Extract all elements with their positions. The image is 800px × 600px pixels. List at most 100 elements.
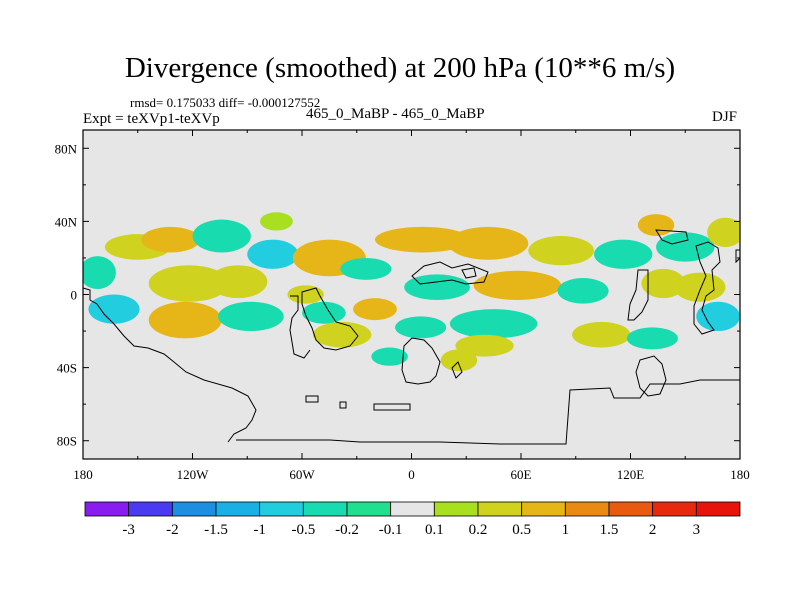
- divergence-blob-3: [141, 226, 200, 253]
- divergence-blob-7: [208, 265, 268, 299]
- divergence-blob-23: [473, 270, 562, 300]
- colorbar-label: 0.2: [469, 522, 488, 538]
- colorbar-label: -0.2: [335, 522, 359, 538]
- colorbar-label: 1.5: [600, 522, 619, 538]
- contour-fill-layer: [83, 212, 740, 372]
- divergence-blob-30: [637, 214, 675, 237]
- divergence-blob-21: [440, 349, 478, 372]
- coastline-madagascar: [451, 361, 463, 379]
- divergence-blob-5: [148, 301, 222, 339]
- divergence-blob-22: [448, 226, 529, 260]
- x-tick-label: 60W: [289, 467, 315, 482]
- divergence-blob-10: [260, 212, 293, 231]
- rmsd-label: rmsd= 0.175033 diff= -0.000127552: [130, 95, 321, 110]
- y-tick-label: 40S: [57, 361, 77, 376]
- colorbar-swatch-11: [564, 501, 610, 517]
- divergence-blob-29: [594, 239, 653, 269]
- colorbar-swatch-12: [608, 501, 654, 517]
- colorbar-label: -1: [253, 522, 266, 538]
- divergence-blob-4: [148, 265, 230, 302]
- divergence-blob-8: [218, 301, 284, 332]
- colorbar-swatch-7: [390, 501, 435, 517]
- divergence-blob-11: [287, 285, 324, 304]
- coastline-western-pacific: [735, 249, 740, 264]
- coastline-south-america: [83, 287, 257, 443]
- colorbar-swatch-2: [171, 501, 217, 517]
- colorbar-swatch-14: [695, 501, 741, 517]
- colorbar-swatch-5: [302, 501, 348, 517]
- colorbar-label: -2: [166, 522, 179, 538]
- divergence-blob-26: [528, 236, 595, 266]
- divergence-blob-12: [302, 301, 346, 324]
- colorbar-label: -1.5: [204, 522, 228, 538]
- divergence-blob-34: [674, 272, 726, 302]
- divergence-blob-6: [192, 219, 251, 253]
- divergence-blob-18: [375, 226, 470, 253]
- chart-title: Divergence (smoothed) at 200 hPa (10**6 …: [124, 52, 676, 84]
- coastline-antarctica: [236, 379, 740, 445]
- y-tick-label: 80N: [55, 141, 78, 156]
- colorbar-swatch-4: [259, 501, 304, 517]
- coastline-pacific-islands: [693, 241, 721, 335]
- coastline-layer: [83, 229, 740, 445]
- x-tick-label: 180: [730, 467, 750, 482]
- cases-label: 465_0_MaBP - 465_0_MaBP: [306, 106, 485, 122]
- colorbar-label: -3: [122, 522, 135, 538]
- divergence-blob-0: [83, 256, 116, 290]
- divergence-blob-14: [312, 321, 372, 348]
- coastline-africa: [401, 337, 441, 385]
- divergence-blob-16: [353, 298, 397, 321]
- divergence-blob-24: [449, 309, 538, 339]
- x-tick-label: 0: [408, 467, 415, 482]
- x-tick-label: 180: [73, 467, 93, 482]
- divergence-blob-25: [455, 334, 514, 357]
- coastline-europe: [411, 261, 489, 285]
- colorbar-label: 0.1: [425, 522, 444, 538]
- x-tick-label: 60E: [511, 467, 532, 482]
- colorbar-swatch-13: [652, 501, 697, 517]
- divergence-blob-36: [707, 217, 740, 247]
- colorbar: -3 -2 -1.5 -1 -0.5 -0.2 -0.1 0.1 0.2 0.5 1 1.5 2 3: [84, 501, 741, 538]
- coastline-small-island-2: [339, 401, 347, 409]
- x-tick-label: 120E: [617, 467, 645, 482]
- coastline-north-america: [301, 287, 359, 351]
- colorbar-swatch-1: [128, 501, 173, 517]
- y-tick-label: 0: [71, 288, 78, 303]
- divergence-blob-9: [247, 239, 299, 269]
- colorbar-label: 3: [693, 522, 701, 538]
- experiment-label: Expt = teXVp1-teXVp: [83, 111, 220, 127]
- divergence-blob-27: [557, 278, 609, 304]
- axis-ticks: 180 120W 60W 0 60E 120E 180 80N 40N 0 40S 80S: [55, 130, 750, 482]
- y-tick-label: 40N: [55, 214, 78, 229]
- season-label: DJF: [712, 109, 738, 125]
- colorbar-label: -0.5: [291, 522, 315, 538]
- x-tick-label: 120W: [177, 467, 210, 482]
- colorbar-swatch-8: [433, 501, 479, 517]
- coastline-small-island-3: [373, 403, 411, 411]
- divergence-blob-28: [572, 321, 631, 348]
- divergence-blob-35: [696, 301, 740, 332]
- colorbar-label: 0.5: [512, 522, 531, 538]
- colorbar-swatch-3: [215, 501, 261, 517]
- y-tick-label: 80S: [57, 434, 77, 449]
- divergence-blob-20: [395, 316, 447, 339]
- divergence-blob-17: [371, 347, 408, 366]
- colorbar-swatch-6: [346, 501, 392, 517]
- divergence-blob-32: [626, 327, 678, 350]
- coastline-australia: [635, 355, 667, 397]
- coastline-small-island-1: [305, 395, 319, 403]
- divergence-blob-15: [340, 257, 392, 280]
- coastline-japan-korea: [655, 229, 689, 245]
- coastline-central-america: [289, 295, 311, 359]
- divergence-blob-1: [88, 294, 140, 324]
- colorbar-label: 1: [562, 522, 570, 538]
- colorbar-label: -0.1: [379, 522, 403, 538]
- coastline-asia-east: [627, 269, 649, 321]
- divergence-blob-33: [656, 232, 715, 262]
- colorbar-swatch-0: [84, 501, 130, 517]
- divergence-blob-31: [641, 268, 686, 299]
- colorbar-swatch-10: [521, 501, 566, 517]
- coastline-asia-west: [461, 267, 477, 279]
- colorbar-swatch-9: [477, 501, 523, 517]
